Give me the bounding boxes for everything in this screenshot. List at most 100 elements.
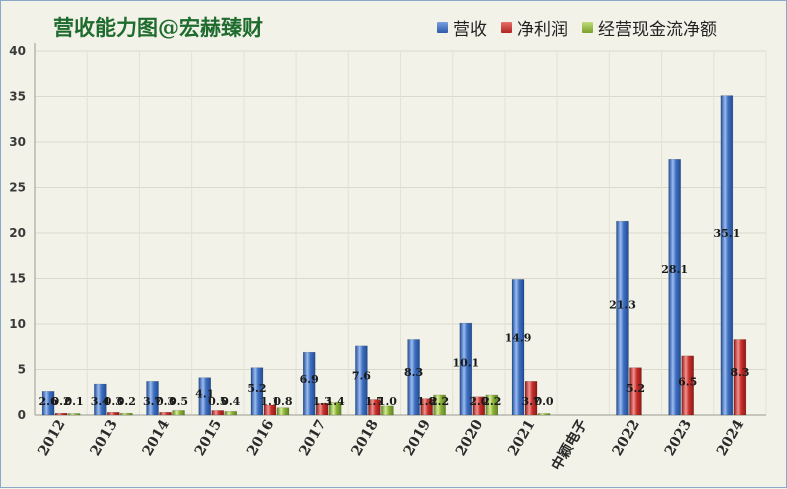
data-label: 7.6 — [352, 370, 371, 383]
data-label: 0.2 — [117, 395, 136, 408]
bar-revenue — [511, 279, 525, 416]
x-tick-label: 2017 — [296, 417, 329, 459]
bar-net-profit — [263, 404, 277, 416]
bar-revenue — [198, 377, 211, 416]
y-tick-label: 0 — [18, 408, 26, 422]
data-label: 1.3 — [313, 395, 332, 408]
bar-net-profit — [54, 412, 68, 416]
bar-cashflow — [67, 413, 81, 416]
bar-revenue — [616, 220, 629, 416]
data-label: 10.1 — [452, 357, 479, 370]
data-label: 8.3 — [730, 366, 749, 379]
data-label: 8.3 — [404, 366, 423, 379]
bar-net-profit — [315, 402, 329, 416]
bar-net-profit — [107, 412, 120, 416]
x-tick-label: 中颖电子 — [548, 417, 591, 474]
y-tick-label: 20 — [9, 226, 26, 240]
legend-swatch-revenue — [437, 22, 448, 33]
data-label: 5.2 — [626, 382, 645, 395]
bar-revenue — [250, 367, 264, 416]
y-tick-label: 5 — [18, 363, 26, 377]
x-tick-label: 2021 — [505, 417, 538, 459]
bar-revenue — [302, 351, 316, 416]
bar-cashflow — [172, 410, 185, 416]
bar-cashflow — [537, 413, 551, 416]
x-tick-label: 2013 — [87, 417, 120, 459]
y-tick-label: 30 — [9, 135, 26, 149]
data-label: 0.8 — [273, 395, 292, 408]
data-label: 2.2 — [482, 395, 501, 408]
bar-cashflow — [381, 405, 394, 416]
data-label: 1.7 — [365, 395, 384, 408]
data-label: 1.8 — [417, 395, 436, 408]
y-tick-label: 40 — [9, 44, 26, 58]
legend-label-revenue: 营收 — [453, 20, 487, 40]
bar-revenue — [668, 159, 681, 416]
bar-net-profit — [733, 339, 747, 416]
bar-cashflow — [485, 394, 499, 416]
data-label: 35.1 — [713, 227, 740, 240]
legend-item-revenue: 营收 — [437, 15, 487, 40]
legend-label-cashflow: 经营现金流净额 — [598, 20, 717, 40]
bar-revenue — [407, 339, 420, 416]
bar-cashflow — [224, 411, 237, 416]
x-tick-label: 2014 — [140, 417, 173, 459]
data-label: 2.0 — [469, 395, 488, 408]
x-tick-label: 2019 — [401, 417, 434, 459]
bar-cashflow — [120, 412, 133, 416]
data-label: 5.2 — [247, 382, 266, 395]
data-label: 3.4 — [91, 395, 110, 408]
x-tick-label: 2020 — [453, 417, 486, 459]
legend-item-net-profit: 净利润 — [501, 15, 568, 40]
data-label: 0.5 — [169, 395, 188, 408]
y-tick-label: 35 — [9, 90, 26, 104]
y-tick-label: 15 — [9, 272, 26, 286]
data-label: 0.0 — [534, 395, 553, 408]
bar-net-profit — [472, 396, 486, 416]
legend-label-net-profit: 净利润 — [517, 20, 568, 40]
data-label: 14.9 — [505, 332, 532, 345]
chart-title: 营收能力图@宏赫臻财 — [53, 15, 263, 40]
y-tick-label: 25 — [9, 181, 26, 195]
data-label: 0.4 — [221, 395, 240, 408]
bar-net-profit — [211, 410, 224, 416]
data-label: 28.1 — [661, 263, 688, 276]
bar-cashflow — [433, 394, 446, 416]
x-tick-label: 2015 — [192, 417, 225, 459]
data-label: 0.1 — [65, 395, 84, 408]
data-label: 0.2 — [52, 395, 71, 408]
x-tick-label: 2018 — [349, 417, 382, 459]
chart-legend: 营收 净利润 经营现金流净额 — [437, 15, 717, 40]
bar-revenue — [459, 322, 473, 416]
bar-net-profit — [524, 381, 538, 416]
data-label: 0.3 — [104, 395, 123, 408]
data-label: 0.5 — [208, 395, 227, 408]
bar-cashflow — [328, 402, 342, 416]
bar-net-profit — [159, 412, 172, 416]
bar-revenue — [146, 381, 159, 416]
legend-item-cashflow: 经营现金流净额 — [582, 15, 717, 40]
data-label: 3.7 — [143, 395, 162, 408]
bar-net-profit — [629, 367, 642, 416]
bar-revenue — [94, 383, 107, 416]
data-label: 6.5 — [678, 375, 697, 388]
bar-net-profit — [681, 355, 694, 416]
x-tick-label: 2022 — [610, 417, 643, 459]
bar-cashflow — [276, 407, 290, 416]
legend-swatch-cashflow — [582, 22, 593, 33]
x-tick-label: 2023 — [662, 417, 695, 459]
bar-net-profit — [368, 399, 381, 416]
bar-net-profit — [420, 398, 433, 416]
data-label: 4.1 — [195, 388, 214, 401]
data-label: 3.7 — [521, 395, 540, 408]
x-tick-label: 2016 — [244, 417, 277, 459]
data-label: 6.9 — [300, 373, 319, 386]
bar-revenue — [720, 95, 734, 416]
data-label: 1.0 — [378, 395, 397, 408]
data-label: 0.3 — [156, 395, 175, 408]
data-label: 1.1 — [260, 395, 279, 408]
data-label: 2.2 — [430, 395, 449, 408]
x-tick-label: 2024 — [714, 417, 747, 459]
